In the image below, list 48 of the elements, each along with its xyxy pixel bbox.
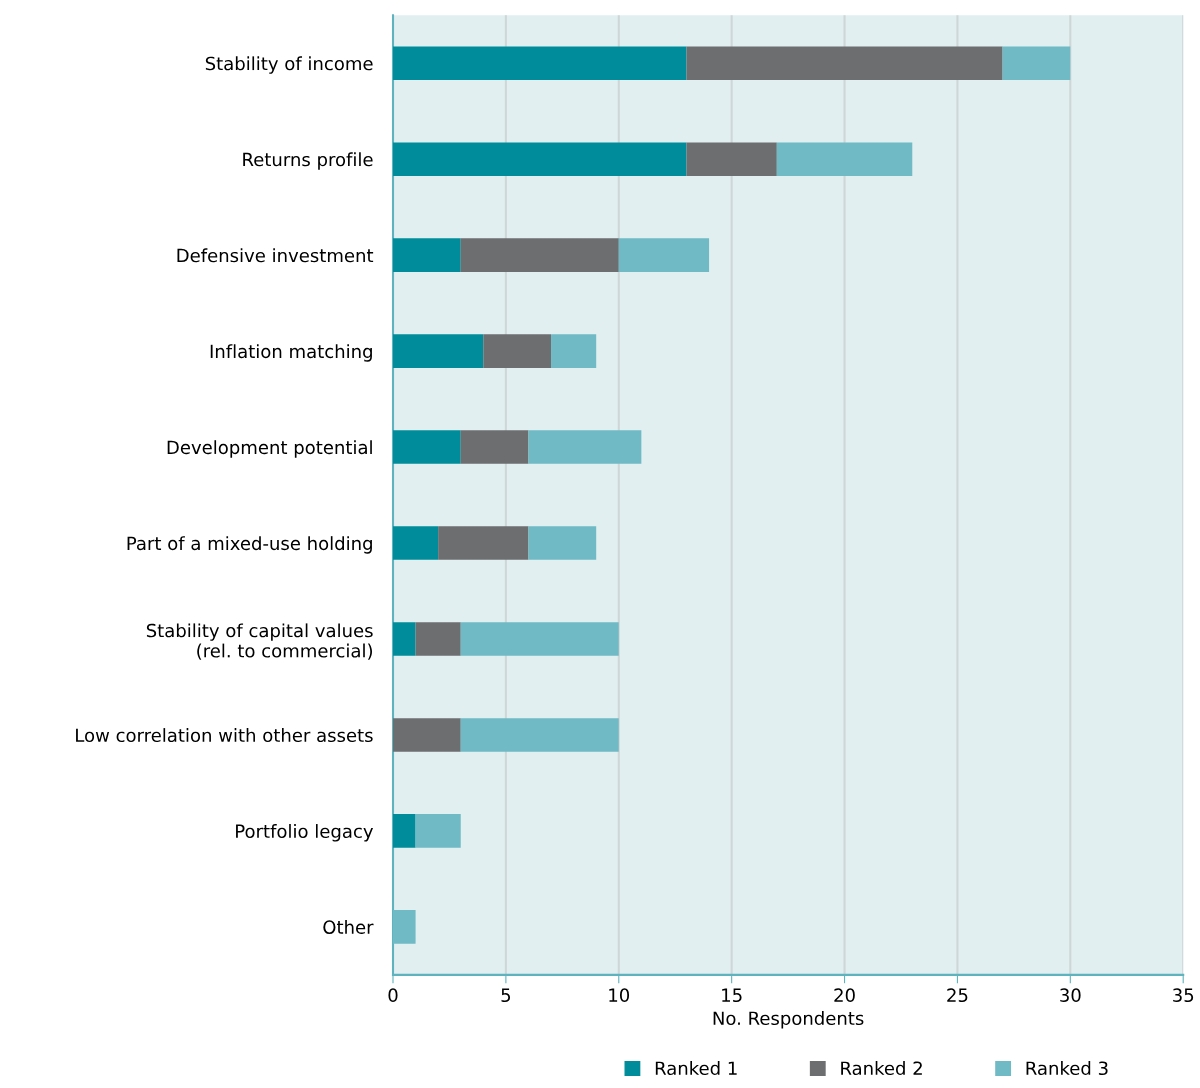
x-tick-label: 5 xyxy=(501,988,511,1003)
bar xyxy=(393,622,416,656)
bar xyxy=(1002,46,1071,81)
x-tick-label: 30 xyxy=(1060,988,1081,1003)
bar xyxy=(551,334,597,368)
x-tick-label: 10 xyxy=(609,988,630,1003)
bar xyxy=(393,46,687,81)
bar xyxy=(460,238,619,272)
bar xyxy=(776,142,913,176)
y-tick-label: Stability of income xyxy=(205,56,373,74)
bar xyxy=(393,334,484,368)
bar xyxy=(438,526,529,560)
bar xyxy=(393,238,461,272)
x-tick-label: 15 xyxy=(722,988,742,1003)
x-tick-label: 20 xyxy=(834,988,855,1003)
y-tick-label: Inflation matching xyxy=(210,344,372,362)
bar xyxy=(686,46,1003,81)
x-tick-label: 25 xyxy=(947,988,968,1003)
bar xyxy=(415,814,461,848)
bar xyxy=(415,622,461,656)
bar xyxy=(393,142,687,176)
bar xyxy=(393,430,461,464)
y-tick-label: Defensive investment xyxy=(177,248,374,263)
y-tick-label: Development potential xyxy=(167,440,372,458)
y-tick-label: Part of a mixed-use holding xyxy=(127,536,372,554)
y-tick-label: Stability of capital values (rel. to commercial) xyxy=(146,623,373,660)
bar xyxy=(528,526,597,560)
legend-label: Ranked 2 xyxy=(841,1061,922,1076)
bar xyxy=(618,238,710,272)
y-tick-label: Other xyxy=(323,920,374,934)
bar xyxy=(393,718,461,752)
x-tick-label: 0 xyxy=(388,988,398,1003)
x-tick-label: 35 xyxy=(1173,988,1194,1003)
bar xyxy=(393,814,416,848)
bar xyxy=(483,334,552,368)
bar xyxy=(686,142,777,176)
y-tick-label: Low correlation with other assets xyxy=(76,728,373,743)
bar xyxy=(528,430,642,464)
bar xyxy=(393,526,439,560)
bar xyxy=(393,910,416,944)
bar xyxy=(460,718,619,752)
y-tick-label: Returns profile xyxy=(243,152,373,170)
legend-label: Ranked 3 xyxy=(1026,1061,1108,1076)
x-axis-title: No. Respondents xyxy=(713,1011,864,1029)
bar xyxy=(460,622,619,656)
legend-label: Ranked 1 xyxy=(655,1061,737,1076)
bar xyxy=(460,430,529,464)
y-tick-label: Portfolio legacy xyxy=(236,824,374,842)
